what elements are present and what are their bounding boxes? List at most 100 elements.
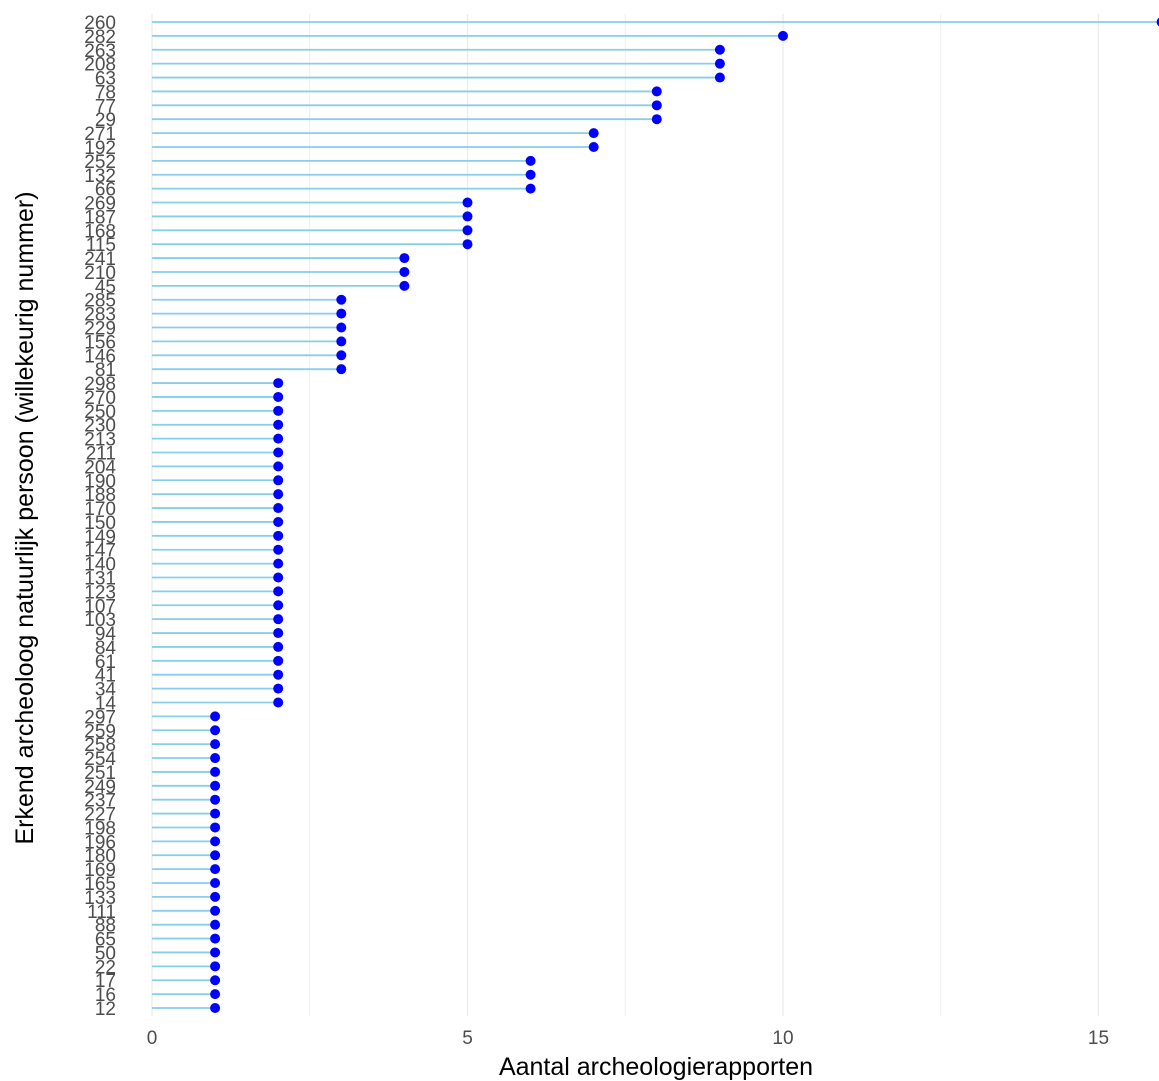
point-66 xyxy=(525,183,536,194)
point-260 xyxy=(1156,17,1159,27)
y-tick-label-187: 187 xyxy=(84,207,116,228)
y-tick-label-204: 204 xyxy=(84,457,116,478)
y-tick-label-263: 263 xyxy=(84,41,116,62)
point-285 xyxy=(336,294,347,305)
y-tick-label-133: 133 xyxy=(84,888,116,909)
y-tick-label-146: 146 xyxy=(84,346,116,367)
point-229 xyxy=(336,322,347,333)
y-tick-label-65: 65 xyxy=(95,930,116,951)
point-254 xyxy=(210,753,221,764)
point-84 xyxy=(273,641,284,652)
point-237 xyxy=(210,794,221,805)
y-tick-label-94: 94 xyxy=(95,624,117,645)
y-tick-label-192: 192 xyxy=(84,138,116,159)
y-tick-label-211: 211 xyxy=(86,444,116,465)
y-tick-label-208: 208 xyxy=(84,55,116,76)
point-45 xyxy=(399,280,410,291)
point-29 xyxy=(651,114,662,125)
point-190 xyxy=(273,475,284,486)
y-tick-label-84: 84 xyxy=(95,638,117,659)
y-tick-label-147: 147 xyxy=(84,541,116,562)
y-tick-label-258: 258 xyxy=(84,735,116,756)
point-41 xyxy=(273,669,284,680)
point-252 xyxy=(525,155,536,166)
point-196 xyxy=(210,836,221,847)
point-251 xyxy=(210,766,221,777)
y-tick-label-66: 66 xyxy=(95,180,116,201)
y-tick-label-103: 103 xyxy=(84,610,116,631)
y-tick-label-196: 196 xyxy=(84,832,116,853)
x-tick-label-0: 0 xyxy=(147,1028,158,1049)
point-12 xyxy=(210,1003,221,1013)
point-241 xyxy=(399,253,410,264)
y-tick-label-78: 78 xyxy=(95,82,116,103)
point-204 xyxy=(273,461,284,472)
point-94 xyxy=(273,628,284,639)
point-210 xyxy=(399,266,410,277)
y-tick-label-149: 149 xyxy=(84,527,116,548)
point-63 xyxy=(714,72,725,83)
y-axis-title: Erkend archeoloog natuurlijk persoon (wi… xyxy=(11,191,39,844)
point-115 xyxy=(462,239,473,250)
x-tick-label-10: 10 xyxy=(772,1028,793,1049)
y-tick-label-170: 170 xyxy=(84,499,116,520)
y-tick-label-14: 14 xyxy=(95,693,117,714)
point-111 xyxy=(210,905,221,916)
point-147 xyxy=(273,544,284,555)
x-tick-label-5: 5 xyxy=(462,1028,473,1049)
point-133 xyxy=(210,891,221,902)
point-269 xyxy=(462,197,473,208)
point-170 xyxy=(273,503,284,514)
y-tick-label-77: 77 xyxy=(95,96,116,117)
point-34 xyxy=(273,683,284,694)
y-tick-label-251: 251 xyxy=(84,763,116,784)
y-tick-label-61: 61 xyxy=(95,652,116,673)
point-249 xyxy=(210,780,221,791)
y-tick-label-12: 12 xyxy=(95,999,116,1020)
point-146 xyxy=(336,350,347,361)
y-tick-labels: 2602822632086378772927119225213266269187… xyxy=(84,13,116,1020)
point-282 xyxy=(778,30,788,41)
y-tick-label-210: 210 xyxy=(84,263,116,284)
y-tick-label-282: 282 xyxy=(84,27,116,48)
point-123 xyxy=(273,586,284,597)
y-tick-label-34: 34 xyxy=(95,680,117,701)
y-tick-label-271: 271 xyxy=(84,124,116,145)
y-tick-label-132: 132 xyxy=(84,166,116,187)
point-65 xyxy=(210,933,221,944)
y-tick-label-230: 230 xyxy=(84,416,116,437)
point-250 xyxy=(273,405,284,416)
point-187 xyxy=(462,211,473,222)
y-tick-label-115: 115 xyxy=(86,235,116,256)
y-tick-label-254: 254 xyxy=(84,749,116,770)
point-140 xyxy=(273,558,284,569)
y-tick-label-50: 50 xyxy=(95,943,116,964)
x-tick-labels: 0 5 10 15 xyxy=(147,1028,1109,1049)
y-tick-label-237: 237 xyxy=(84,791,116,812)
point-16 xyxy=(210,989,221,1000)
y-tick-label-169: 169 xyxy=(84,860,116,881)
point-77 xyxy=(651,100,662,111)
y-tick-label-140: 140 xyxy=(84,555,116,576)
point-50 xyxy=(210,947,221,958)
y-tick-label-270: 270 xyxy=(84,388,116,409)
points xyxy=(210,17,1159,1013)
point-168 xyxy=(462,225,473,236)
y-tick-label-188: 188 xyxy=(84,485,116,506)
point-149 xyxy=(273,530,284,541)
y-tick-label-131: 131 xyxy=(84,568,116,589)
grid-lines xyxy=(151,14,1100,1016)
point-258 xyxy=(210,739,221,750)
point-132 xyxy=(525,169,536,180)
point-270 xyxy=(273,391,284,402)
point-259 xyxy=(210,725,221,736)
y-tick-label-213: 213 xyxy=(84,430,116,451)
x-tick-label-15: 15 xyxy=(1088,1028,1109,1049)
point-88 xyxy=(210,919,221,930)
y-tick-label-81: 81 xyxy=(95,360,116,381)
y-tick-label-123: 123 xyxy=(84,582,116,603)
point-81 xyxy=(336,364,347,375)
point-103 xyxy=(273,614,284,625)
y-tick-label-41: 41 xyxy=(95,666,116,687)
y-tick-label-180: 180 xyxy=(84,846,116,867)
